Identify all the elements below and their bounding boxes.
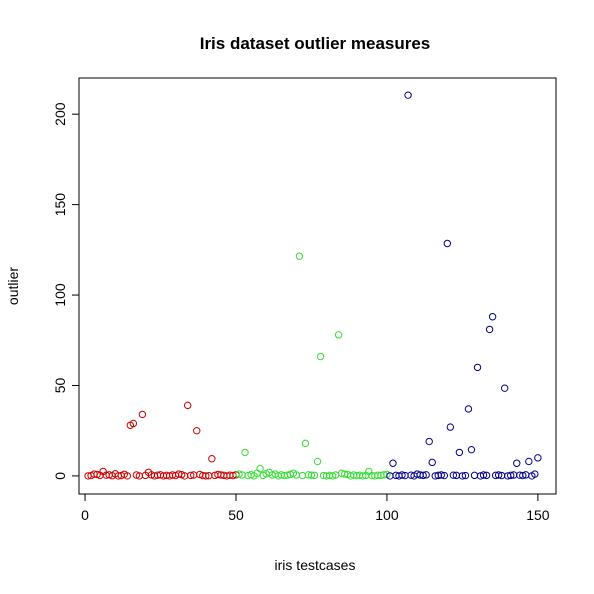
x-tick-label: 0: [81, 507, 89, 523]
x-tick-label: 50: [228, 507, 244, 523]
data-point: [426, 438, 432, 444]
data-point: [405, 92, 411, 98]
data-point: [139, 411, 145, 417]
data-point: [302, 440, 308, 446]
y-tick-label: 0: [52, 472, 68, 480]
data-point: [447, 424, 453, 430]
y-tick-label: 50: [52, 377, 68, 393]
x-axis: 0 50 100 150: [81, 494, 550, 523]
data-point: [489, 314, 495, 320]
data-point: [526, 458, 532, 464]
x-tick-label: 100: [375, 507, 399, 523]
data-point: [468, 446, 474, 452]
data-point: [390, 460, 396, 466]
data-points: [85, 92, 541, 479]
data-point: [456, 449, 462, 455]
data-point: [257, 465, 263, 471]
data-point: [514, 460, 520, 466]
data-point: [314, 458, 320, 464]
y-axis: 0 50 100 150 200: [52, 102, 79, 480]
y-tick-label: 100: [52, 283, 68, 307]
x-axis-label: iris testcases: [275, 557, 356, 573]
data-point: [429, 459, 435, 465]
data-point: [296, 253, 302, 259]
y-tick-label: 150: [52, 193, 68, 217]
data-point: [471, 472, 477, 478]
chart-title: Iris dataset outlier measures: [200, 34, 431, 53]
y-axis-label: outlier: [5, 267, 21, 305]
data-point: [184, 402, 190, 408]
data-point: [209, 456, 215, 462]
data-point: [242, 449, 248, 455]
data-point: [194, 427, 200, 433]
data-point: [444, 240, 450, 246]
data-point: [486, 326, 492, 332]
plot-frame: [79, 78, 556, 494]
data-point: [535, 455, 541, 461]
data-point: [501, 385, 507, 391]
data-point: [317, 353, 323, 359]
data-point: [335, 332, 341, 338]
data-point: [465, 406, 471, 412]
x-tick-label: 150: [526, 507, 550, 523]
y-tick-label: 200: [52, 102, 68, 126]
data-point: [299, 472, 305, 478]
data-point: [474, 364, 480, 370]
